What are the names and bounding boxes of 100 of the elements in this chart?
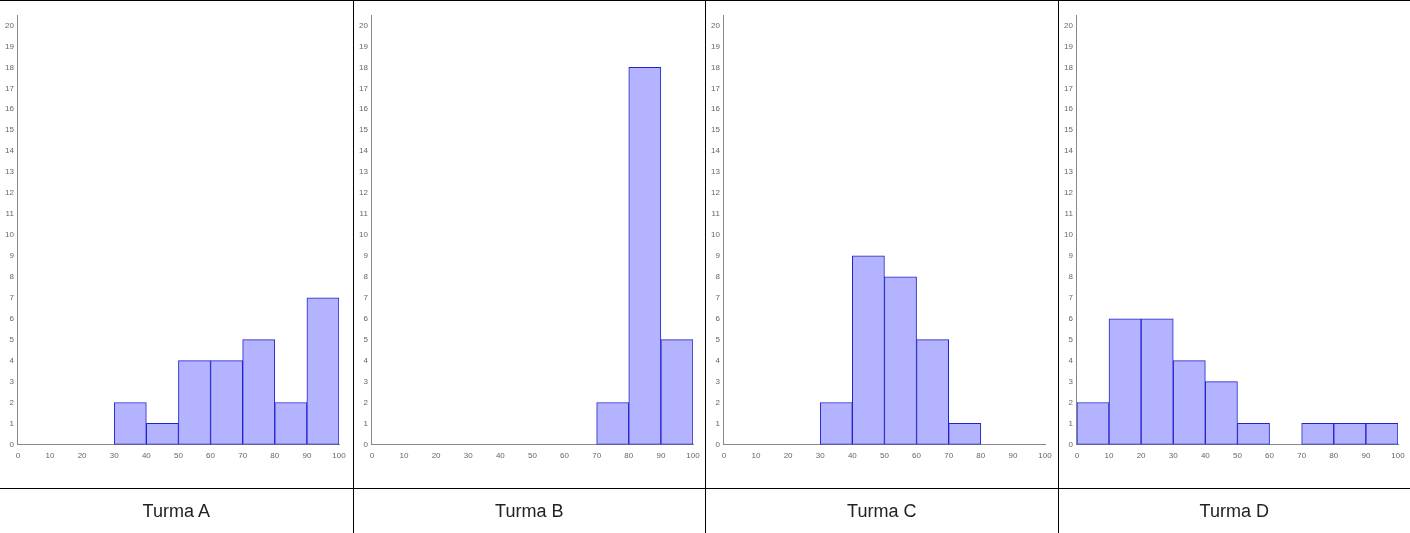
y-tick-label: 20 — [710, 20, 721, 30]
y-tick-label: 19 — [1063, 41, 1073, 51]
x-tick-label: 10 — [1104, 451, 1114, 461]
y-tick-label: 20 — [358, 20, 368, 30]
y-tick-label: 18 — [710, 62, 721, 72]
x-tick-label: 40 — [495, 451, 505, 461]
y-tick-label: 0 — [715, 439, 721, 449]
y-tick-label: 13 — [358, 167, 368, 177]
x-tick-label: 20 — [783, 451, 794, 461]
y-tick-label: 14 — [710, 146, 721, 156]
y-tick-label: 12 — [4, 188, 15, 198]
y-tick-label: 9 — [362, 251, 368, 261]
x-tick-label: 20 — [1136, 451, 1146, 461]
y-tick-label: 18 — [1063, 62, 1073, 72]
text: Turma A — [0, 488, 353, 533]
y-tick-label: 10 — [1063, 230, 1073, 240]
x-tick-label: 10 — [399, 451, 409, 461]
x-tick-label: 100 — [332, 451, 347, 461]
x-tick-label: 60 — [206, 451, 216, 461]
y-tick-label: 5 — [1067, 334, 1073, 344]
x-tick-label: 30 — [815, 451, 826, 461]
y-tick-label: 6 — [715, 313, 721, 323]
y-tick-label: 9 — [9, 251, 15, 261]
y-tick-label: 8 — [1067, 272, 1073, 282]
y-tick-label: 11 — [711, 209, 721, 219]
x-tick-label: 10 — [45, 451, 55, 461]
y-tick-label: 15 — [710, 125, 721, 135]
text: Turma B — [353, 488, 705, 533]
y-tick-label: 7 — [715, 292, 721, 302]
y-tick-label: 10 — [358, 230, 368, 240]
x-tick-label: 90 — [655, 451, 666, 461]
y-tick-label: 12 — [1063, 188, 1073, 198]
y-tick-label: 4 — [362, 355, 368, 365]
y-tick-label: 14 — [358, 146, 368, 156]
x-tick-label: 50 — [527, 451, 537, 461]
y-tick-label: 15 — [358, 125, 368, 135]
y-tick-label: 12 — [358, 188, 368, 198]
x-tick-label: 60 — [912, 451, 922, 461]
y-tick-label: 0 — [362, 439, 368, 449]
x-tick-label: 30 — [1168, 451, 1178, 461]
y-tick-label: 11 — [359, 209, 368, 219]
y-tick-label: 12 — [710, 188, 721, 198]
x-tick-label: 80 — [1328, 451, 1339, 461]
text: Turma C — [706, 488, 1058, 533]
y-tick-label: 19 — [4, 41, 15, 51]
y-tick-label: 4 — [1067, 355, 1073, 365]
x-tick-label: 0 — [369, 451, 375, 461]
y-tick-label: 5 — [715, 334, 721, 344]
y-tick-label: 7 — [362, 292, 368, 302]
y-tick-label: 5 — [9, 334, 15, 344]
y-tick-label: 17 — [4, 83, 15, 93]
x-tick-label: 70 — [238, 451, 248, 461]
x-tick-label: 0 — [1074, 451, 1080, 461]
y-tick-label: 20 — [4, 20, 15, 30]
y-tick-label: 1 — [362, 418, 368, 428]
x-tick-label: 70 — [1296, 451, 1307, 461]
y-tick-label: 19 — [358, 41, 368, 51]
x-tick-label: 50 — [1232, 451, 1242, 461]
y-tick-label: 16 — [358, 104, 368, 114]
y-tick-label: 3 — [715, 376, 721, 386]
x-tick-label: 60 — [1264, 451, 1275, 461]
x-tick-label: 30 — [109, 451, 120, 461]
y-tick-label: 3 — [362, 376, 368, 386]
y-tick-label: 9 — [715, 251, 721, 261]
y-tick-label: 14 — [4, 146, 15, 156]
y-tick-label: 13 — [4, 167, 15, 177]
x-tick-label: 100 — [1390, 451, 1405, 461]
y-tick-label: 15 — [4, 125, 15, 135]
y-tick-label: 18 — [358, 62, 368, 72]
y-tick-label: 13 — [1063, 167, 1073, 177]
x-tick-label: 20 — [77, 451, 88, 461]
y-tick-label: 0 — [1067, 439, 1073, 449]
x-tick-label: 80 — [270, 451, 280, 461]
x-tick-label: 90 — [302, 451, 312, 461]
y-tick-label: 8 — [9, 272, 15, 282]
x-tick-label: 70 — [944, 451, 954, 461]
x-tick-label: 10 — [751, 451, 761, 461]
y-tick-label: 7 — [9, 292, 15, 302]
x-tick-label: 40 — [1200, 451, 1210, 461]
y-tick-label: 16 — [4, 104, 15, 114]
y-tick-label: 5 — [362, 334, 368, 344]
text: Turma D — [1058, 488, 1410, 533]
y-tick-label: 2 — [9, 397, 15, 407]
y-tick-label: 4 — [715, 355, 721, 365]
y-tick-label: 10 — [710, 230, 721, 240]
y-tick-label: 3 — [1067, 376, 1073, 386]
y-tick-label: 16 — [1063, 104, 1073, 114]
x-tick-label: 60 — [559, 451, 570, 461]
x-tick-label: 80 — [976, 451, 986, 461]
x-tick-label: 90 — [1008, 451, 1018, 461]
y-tick-label: 2 — [1067, 397, 1073, 407]
y-tick-label: 7 — [1067, 292, 1073, 302]
x-tick-label: 90 — [1360, 451, 1371, 461]
y-tick-label: 17 — [710, 83, 721, 93]
x-tick-label: 20 — [431, 451, 441, 461]
x-tick-label: 80 — [623, 451, 634, 461]
y-tick-label: 0 — [9, 439, 15, 449]
y-tick-label: 11 — [5, 209, 15, 219]
y-tick-label: 14 — [1063, 146, 1073, 156]
x-tick-label: 40 — [847, 451, 858, 461]
